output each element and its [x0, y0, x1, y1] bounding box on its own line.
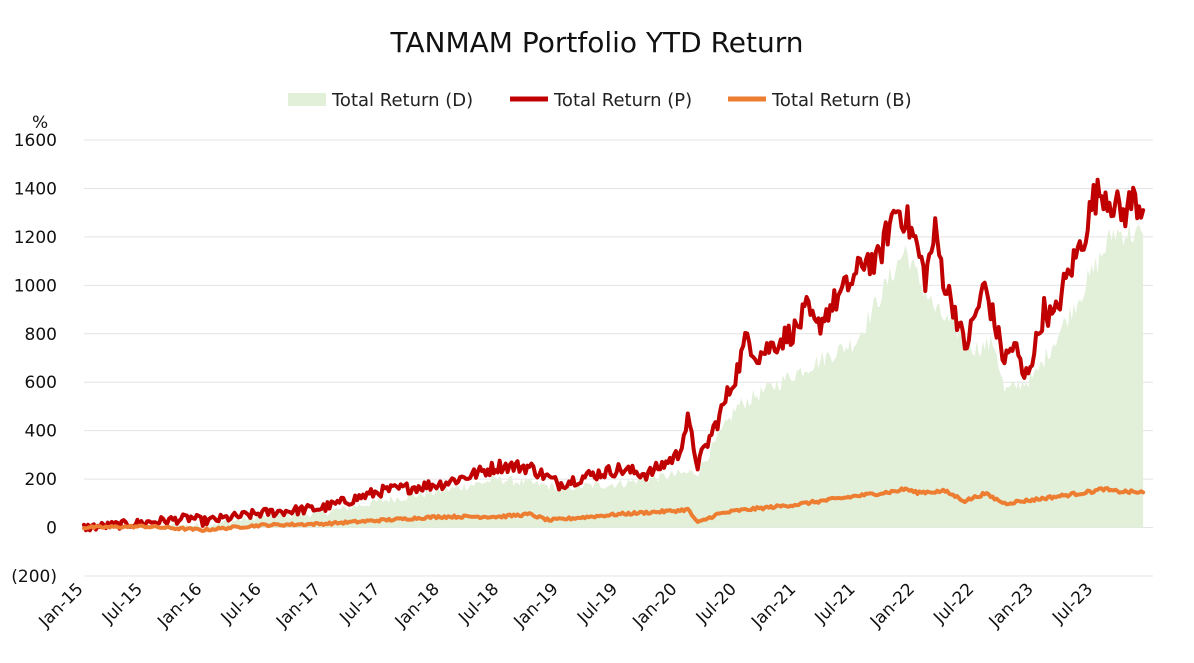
- y-tick-label: 400: [25, 422, 57, 442]
- x-tick-label: Jul-18: [454, 579, 503, 628]
- legend-label-b: Total Return (B): [771, 90, 912, 111]
- chart-title: TANMAM Portfolio YTD Return: [389, 26, 803, 59]
- y-tick-label: 1200: [14, 228, 57, 248]
- y-tick-label: 600: [25, 373, 57, 393]
- series-layer: [82, 177, 1146, 533]
- legend-label-d: Total Return (D): [331, 90, 473, 111]
- y-tick-label: 1600: [14, 131, 57, 151]
- x-axis-ticks: Jan-15 Jul-15 Jan-16 Jul-16 Jan-17 Jul-17 Jan-…: [35, 579, 1098, 632]
- legend-swatch-d: [288, 93, 326, 106]
- legend: Total Return (D) Total Return (P) Total …: [288, 90, 912, 111]
- x-tick-label: Jul-15: [98, 579, 147, 628]
- y-axis-unit-label: %: [32, 113, 48, 133]
- x-tick-label: Jan-18: [391, 579, 444, 632]
- x-tick-label: Jan-23: [985, 579, 1038, 632]
- x-tick-label: Jul-21: [811, 579, 860, 628]
- y-tick-label: 800: [25, 325, 57, 345]
- x-tick-label: Jan-19: [510, 579, 563, 632]
- x-tick-label: Jul-17: [335, 579, 384, 628]
- series-area-total-return-d: [84, 223, 1144, 530]
- legend-label-p: Total Return (P): [553, 90, 692, 111]
- x-tick-label: Jan-21: [747, 579, 800, 632]
- x-tick-label: Jul-19: [573, 579, 622, 628]
- y-tick-label: 1000: [14, 276, 57, 296]
- x-tick-label: Jan-20: [628, 579, 681, 632]
- y-tick-label: 0: [46, 519, 57, 539]
- y-tick-label: (200): [11, 567, 57, 587]
- x-tick-label: Jul-20: [692, 579, 741, 628]
- x-tick-label: Jan-17: [272, 579, 325, 632]
- series-line-total-return-b: [82, 486, 1146, 533]
- x-tick-label: Jul-23: [1048, 579, 1097, 628]
- x-tick-label: Jul-16: [217, 579, 266, 628]
- series-line-total-return-p: [82, 177, 1146, 533]
- x-tick-label: Jan-16: [153, 579, 206, 632]
- y-axis-ticks: 1600 1400 1200 1000 800 600 400 200 0 (200): [11, 131, 57, 587]
- x-tick-label: Jan-22: [866, 579, 919, 632]
- x-tick-label: Jan-15: [35, 579, 88, 632]
- x-tick-label: Jul-22: [929, 579, 978, 628]
- y-tick-label: 1400: [14, 179, 57, 199]
- y-tick-label: 200: [25, 470, 57, 490]
